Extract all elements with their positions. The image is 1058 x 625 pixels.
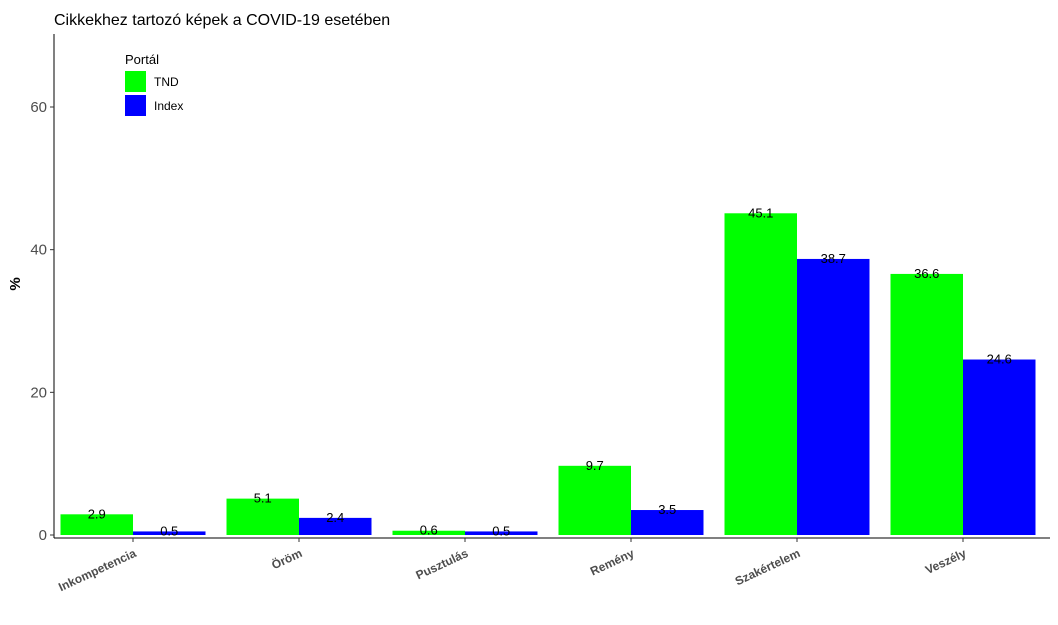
chart-title: Cikkekhez tartozó képek a COVID-19 eseté… [54, 12, 390, 29]
bars [60, 213, 1036, 535]
bar-index-4 [797, 258, 870, 535]
x-tick-label: Szakértelem [733, 546, 802, 588]
data-label-index-2: 0.5 [492, 523, 510, 538]
y-ticks: 0 20 40 60 [30, 99, 54, 544]
bar-tnd-3 [558, 465, 631, 535]
data-label-tnd-3: 9.7 [586, 458, 604, 473]
bar-tnd-0 [60, 514, 133, 535]
data-labels: 2.9 0.5 5.1 2.4 0.6 0.5 9.7 3.5 45.1 38.7 36.6 24.6 [88, 205, 1012, 538]
x-tick-label: Remény [588, 546, 637, 579]
x-ticks: Inkompetencia Öröm Pusztulás Remény Szakérte… [56, 538, 969, 594]
legend-key-tnd [125, 71, 146, 92]
data-label-tnd-4: 45.1 [748, 205, 773, 220]
y-tick-label: 60 [30, 99, 47, 116]
bar-index-0 [133, 531, 206, 535]
legend: Portál TND Index [125, 52, 183, 116]
bar-index-2 [465, 531, 538, 535]
data-label-index-4: 38.7 [821, 251, 846, 266]
bar-tnd-1 [226, 498, 299, 535]
y-tick-label: 0 [39, 527, 47, 544]
y-tick-label: 40 [30, 242, 47, 259]
data-label-index-0: 0.5 [160, 523, 178, 538]
x-tick-label: Veszély [923, 546, 969, 577]
bar-index-1 [299, 517, 372, 535]
legend-title: Portál [125, 52, 159, 67]
data-label-index-1: 2.4 [326, 510, 344, 525]
data-label-tnd-0: 2.9 [88, 506, 106, 521]
legend-label-index: Index [154, 99, 183, 113]
bar-tnd-2 [392, 530, 465, 535]
bar-tnd-4 [724, 213, 797, 535]
x-tick-label: Inkompetencia [56, 546, 138, 594]
bar-index-5 [963, 359, 1036, 535]
bar-index-3 [631, 510, 704, 535]
data-label-tnd-5: 36.6 [914, 266, 939, 281]
data-label-tnd-1: 5.1 [254, 491, 272, 506]
bar-tnd-5 [890, 273, 963, 535]
data-label-index-3: 3.5 [658, 502, 676, 517]
data-label-tnd-2: 0.6 [420, 523, 438, 538]
y-tick-label: 20 [30, 384, 47, 401]
x-tick-label: Öröm [269, 545, 304, 572]
legend-label-tnd: TND [154, 75, 179, 89]
y-axis-label: % [7, 277, 24, 290]
data-label-index-5: 24.6 [987, 352, 1012, 367]
legend-key-index [125, 95, 146, 116]
x-tick-label: Pusztulás [414, 546, 471, 582]
